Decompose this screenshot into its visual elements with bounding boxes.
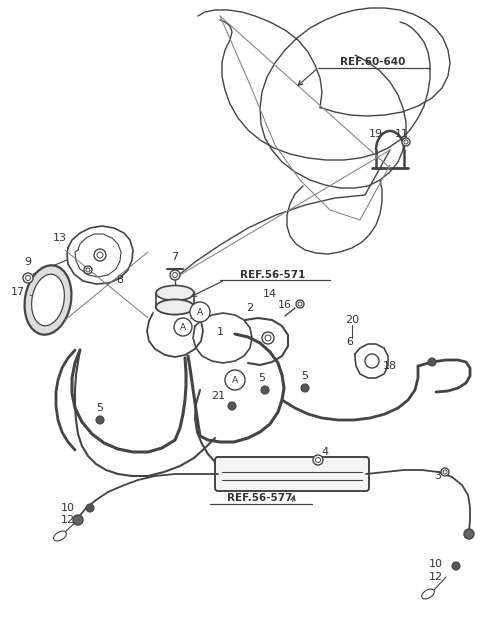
Circle shape <box>96 416 104 424</box>
Ellipse shape <box>32 274 64 326</box>
Text: 9: 9 <box>24 257 32 267</box>
Text: 19: 19 <box>369 129 383 139</box>
Text: 5: 5 <box>301 371 309 381</box>
Ellipse shape <box>421 589 434 599</box>
Circle shape <box>190 302 210 322</box>
Text: 12: 12 <box>61 515 75 525</box>
Ellipse shape <box>24 265 72 335</box>
Circle shape <box>428 358 436 366</box>
Text: REF.56-577: REF.56-577 <box>227 493 293 503</box>
Text: 16: 16 <box>278 300 292 310</box>
Text: 17: 17 <box>11 287 25 297</box>
Text: 3: 3 <box>434 471 442 481</box>
Text: 8: 8 <box>117 275 123 285</box>
Text: A: A <box>232 376 238 385</box>
Text: 15: 15 <box>189 311 203 321</box>
Circle shape <box>97 252 103 258</box>
Text: REF.56-571: REF.56-571 <box>240 270 305 280</box>
Circle shape <box>23 273 33 283</box>
Text: A: A <box>197 307 203 316</box>
Circle shape <box>365 354 379 368</box>
Circle shape <box>441 468 449 476</box>
Text: 12: 12 <box>429 572 443 582</box>
Circle shape <box>315 458 321 463</box>
Text: 2: 2 <box>246 303 253 313</box>
Circle shape <box>170 270 180 280</box>
Text: 13: 13 <box>53 233 67 243</box>
Text: A: A <box>180 323 186 332</box>
Circle shape <box>452 562 460 570</box>
Text: 4: 4 <box>322 447 329 457</box>
Circle shape <box>404 140 408 144</box>
Circle shape <box>86 268 90 272</box>
Text: 7: 7 <box>171 252 179 262</box>
Circle shape <box>296 300 304 308</box>
Circle shape <box>464 529 474 539</box>
Text: 20: 20 <box>345 315 359 325</box>
Text: 11: 11 <box>395 129 409 139</box>
FancyBboxPatch shape <box>215 457 369 491</box>
Circle shape <box>174 318 192 336</box>
Circle shape <box>301 384 309 392</box>
Circle shape <box>402 138 410 146</box>
Circle shape <box>25 275 31 281</box>
Text: 10: 10 <box>61 503 75 513</box>
Ellipse shape <box>156 300 194 314</box>
Circle shape <box>313 455 323 465</box>
Text: REF.60-640: REF.60-640 <box>340 57 406 67</box>
Text: 18: 18 <box>383 361 397 371</box>
Text: 10: 10 <box>429 559 443 569</box>
Circle shape <box>228 402 236 410</box>
Text: 21: 21 <box>211 391 225 401</box>
Circle shape <box>298 302 302 306</box>
Circle shape <box>265 335 271 341</box>
Text: 14: 14 <box>263 289 277 299</box>
Circle shape <box>86 504 94 512</box>
Circle shape <box>84 266 92 274</box>
Ellipse shape <box>156 286 194 300</box>
Circle shape <box>443 470 447 474</box>
Circle shape <box>94 249 106 261</box>
Circle shape <box>73 515 83 525</box>
Circle shape <box>261 386 269 394</box>
Text: 1: 1 <box>216 327 224 337</box>
Text: 5: 5 <box>96 403 104 413</box>
Text: 6: 6 <box>347 337 353 347</box>
Text: 5: 5 <box>259 373 265 383</box>
Circle shape <box>172 272 178 277</box>
Ellipse shape <box>54 531 66 541</box>
Circle shape <box>262 332 274 344</box>
Circle shape <box>225 370 245 390</box>
Ellipse shape <box>156 300 194 314</box>
